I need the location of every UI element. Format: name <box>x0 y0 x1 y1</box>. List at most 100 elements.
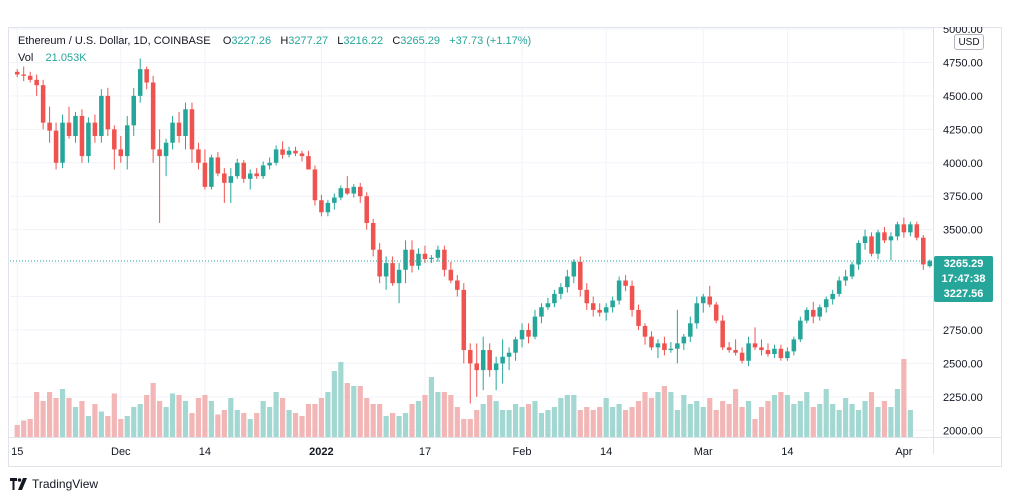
candle-body <box>448 269 454 281</box>
y-tick-label: 4250.00 <box>943 124 983 136</box>
volume-bar <box>558 398 564 437</box>
candle-body <box>791 339 797 352</box>
volume-bar <box>441 392 447 437</box>
candle-body <box>914 224 920 238</box>
volume-bar <box>228 398 234 437</box>
candle-body <box>364 196 369 223</box>
x-tick-label: Feb <box>513 446 532 458</box>
candle-body <box>688 323 693 337</box>
candle-body <box>798 320 803 340</box>
candle-body <box>196 149 201 163</box>
candle-body <box>597 309 602 313</box>
volume-bar <box>467 419 473 437</box>
volume-bar <box>894 389 900 437</box>
candle-body <box>157 149 162 157</box>
candle-body <box>280 149 285 155</box>
candle-body <box>610 300 615 308</box>
candle-body <box>422 253 428 260</box>
volume-bar <box>823 389 829 437</box>
candle-body <box>895 224 900 237</box>
candle-body <box>247 173 253 179</box>
candle-body <box>668 348 674 351</box>
volume-bar <box>267 407 273 437</box>
candle-body <box>519 329 525 340</box>
volume-bar <box>713 410 719 437</box>
open-label: O <box>222 35 232 47</box>
candle-body <box>739 352 745 361</box>
volume-bar <box>364 398 370 437</box>
volume-bar <box>118 419 124 437</box>
x-tick-label: 14 <box>600 446 612 458</box>
candle-body <box>487 350 492 371</box>
bar-countdown: 17:47:38 <box>941 273 986 285</box>
volume-bar <box>765 401 771 437</box>
volume-bar <box>390 413 396 437</box>
volume-bar <box>629 407 635 437</box>
volume-bar <box>461 419 467 437</box>
volume-bar <box>545 410 551 437</box>
volume-bar <box>784 395 790 437</box>
candle-body <box>416 253 421 266</box>
candle-body <box>532 316 538 337</box>
volume-bar <box>137 404 143 437</box>
volume-bar <box>157 401 163 437</box>
volume-bar <box>655 392 661 437</box>
volume-bar <box>357 386 363 437</box>
candle-body <box>875 232 881 254</box>
volume-bar <box>351 386 357 437</box>
x-tick-label: Mar <box>694 446 713 458</box>
volume-bar <box>512 404 519 437</box>
candle-body <box>27 75 33 80</box>
candle-body <box>14 71 20 75</box>
candle-body <box>616 280 622 301</box>
candle-body <box>222 173 227 183</box>
volume-bar <box>525 404 532 437</box>
x-tick-label: Dec <box>111 446 131 458</box>
volume-bar <box>752 419 758 437</box>
volume-bar <box>674 410 680 437</box>
symbol-label[interactable]: Ethereum / U.S. Dollar, 1D, COINBASE <box>18 35 211 47</box>
candle-body <box>332 197 337 203</box>
volume-bar <box>648 398 655 437</box>
candle-body <box>726 347 732 351</box>
volume-bar <box>881 401 888 437</box>
volume-bar <box>79 401 85 437</box>
candle-body <box>286 150 292 155</box>
x-tick-label: 14 <box>781 446 793 458</box>
volume-bar <box>745 401 752 437</box>
candle-body <box>241 162 247 179</box>
volume-bar <box>577 410 583 437</box>
volume-bar <box>163 407 169 437</box>
volume-bar <box>299 416 305 437</box>
volume-label[interactable]: Vol <box>18 52 34 64</box>
volume-bar <box>286 410 292 437</box>
volume-bar <box>758 407 765 437</box>
volume-bar <box>241 413 247 437</box>
candle-body <box>565 276 570 288</box>
candle-body <box>908 224 913 233</box>
volume-bar <box>635 401 642 437</box>
currency-button[interactable]: USD <box>954 34 984 50</box>
candle-body <box>209 157 214 187</box>
candle-body <box>545 303 551 308</box>
volume-bar <box>47 392 53 437</box>
volume-bar <box>331 371 337 437</box>
volume-bar <box>66 398 72 437</box>
volume-bar <box>182 401 189 437</box>
candle-body <box>649 336 654 348</box>
x-tick-label: 17 <box>419 446 431 458</box>
candle-body <box>720 320 725 348</box>
candlestick-chart[interactable]: 5000.00 4750.00 4500.00 4250.00 4000.00 3750.… <box>8 27 1002 467</box>
tradingview-branding[interactable]: TradingView <box>10 476 98 492</box>
y-tick-label: 4500.00 <box>943 91 983 103</box>
volume-bar <box>888 407 894 437</box>
volume-bar <box>370 404 376 437</box>
candle-body <box>390 263 395 284</box>
volume-bar <box>454 407 460 437</box>
volume-bar <box>875 407 881 437</box>
volume-bar <box>590 410 596 437</box>
candle-body <box>202 162 208 187</box>
volume-bar <box>59 389 66 437</box>
candle-body <box>47 122 52 131</box>
volume-bar <box>862 401 868 437</box>
